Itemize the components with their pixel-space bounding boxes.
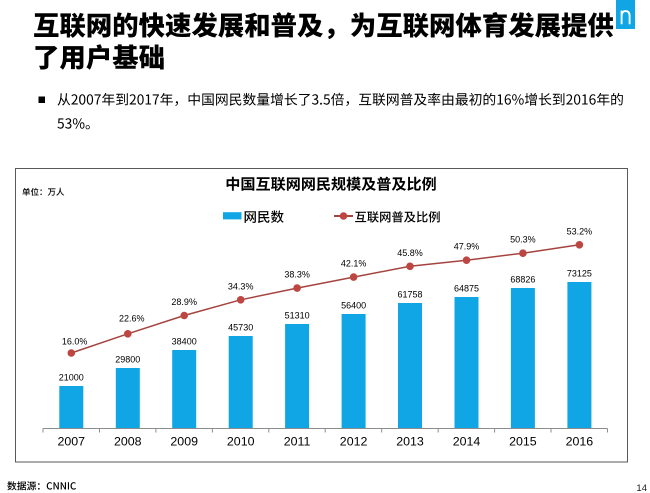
svg-text:68826: 68826 (510, 275, 535, 285)
svg-text:2011: 2011 (284, 435, 311, 449)
svg-text:38400: 38400 (172, 337, 197, 347)
svg-text:34.3%: 34.3% (228, 281, 254, 291)
svg-text:2014: 2014 (453, 435, 481, 449)
svg-text:2016: 2016 (566, 435, 594, 449)
svg-text:64875: 64875 (454, 284, 479, 294)
svg-text:53.2%: 53.2% (567, 226, 593, 236)
svg-text:47.9%: 47.9% (454, 242, 480, 252)
svg-text:2007: 2007 (58, 435, 86, 449)
svg-text:28.9%: 28.9% (171, 297, 197, 307)
svg-text:14: 14 (636, 483, 647, 493)
svg-text:2009: 2009 (170, 435, 198, 449)
svg-text:56400: 56400 (341, 301, 366, 311)
svg-text:50.3%: 50.3% (510, 235, 536, 245)
svg-text:45.8%: 45.8% (397, 248, 423, 258)
svg-text:2013: 2013 (396, 435, 424, 449)
svg-text:61758: 61758 (397, 290, 422, 300)
svg-text:22.6%: 22.6% (119, 313, 145, 323)
svg-text:2015: 2015 (509, 435, 537, 449)
svg-text:2010: 2010 (227, 435, 255, 449)
svg-text:42.1%: 42.1% (341, 259, 367, 269)
svg-text:29800: 29800 (115, 355, 140, 365)
svg-text:51310: 51310 (285, 311, 310, 321)
svg-text:73125: 73125 (567, 269, 592, 279)
svg-text:38.3%: 38.3% (284, 270, 310, 280)
svg-text:16.0%: 16.0% (62, 336, 88, 346)
svg-text:2008: 2008 (114, 435, 142, 449)
svg-text:45730: 45730 (228, 323, 253, 333)
svg-text:2012: 2012 (340, 435, 368, 449)
svg-text:21000: 21000 (59, 373, 84, 383)
